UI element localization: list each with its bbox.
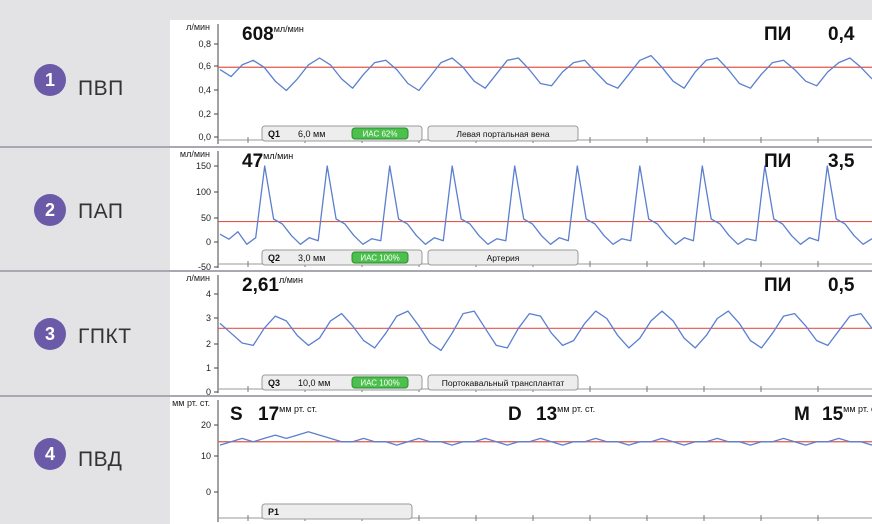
- y-tick-label: 4: [206, 289, 211, 299]
- y-tick-label: 0,6: [198, 61, 211, 71]
- pi-value: 0,4: [828, 24, 855, 45]
- vessel-button: [427, 374, 579, 391]
- y-tick-label: 100: [196, 187, 211, 197]
- row-number-badge: 4: [34, 438, 66, 470]
- vessel-name: Левая портальная вена: [456, 129, 549, 139]
- y-tick-label: 0,4: [198, 85, 211, 95]
- row-label-text: ПВП: [78, 77, 124, 100]
- row-label-text: ПАП: [78, 200, 124, 223]
- pi-value: 3,5: [828, 151, 855, 172]
- y-unit-label: л/мин: [186, 22, 210, 32]
- pi-label: ПИ: [764, 24, 791, 45]
- chart-separator: [170, 146, 872, 148]
- pi-label: ПИ: [764, 151, 791, 172]
- row-label-text: ГПКТ: [78, 325, 132, 348]
- flow-reading: 2,61л/мин: [242, 275, 303, 296]
- ias-value: ИАС 100%: [360, 254, 399, 263]
- row-number-badge: 1: [34, 64, 66, 96]
- y-tick-label: 2: [206, 339, 211, 349]
- pi-value: 0,5: [828, 275, 855, 296]
- y-tick-label: 10: [201, 451, 211, 461]
- vessel-button: [427, 249, 579, 266]
- y-tick-label: 1: [206, 363, 211, 373]
- vessel-name: Артерия: [487, 253, 520, 263]
- waveform-trace: [219, 310, 872, 352]
- vessel-button: [427, 125, 579, 142]
- probe-id: Q2: [268, 253, 280, 263]
- y-unit-label: мм рт. ст.: [172, 398, 210, 408]
- y-tick-label: 0,8: [198, 39, 211, 49]
- probe-diameter: 3,0 мм: [298, 253, 325, 263]
- y-tick-label: -50: [198, 262, 211, 272]
- flow-reading: 47мл/мин: [242, 151, 293, 172]
- probe-diameter: 10,0 мм: [298, 378, 330, 388]
- y-tick-label: 20: [201, 420, 211, 430]
- ias-indicator: [351, 376, 409, 389]
- diastolic-value: 13мм рт. ст.: [536, 404, 595, 425]
- diastolic-label: D: [508, 404, 522, 425]
- systolic-label: S: [230, 404, 243, 425]
- row-number-badge: 2: [34, 194, 66, 226]
- y-tick-label: 0: [206, 387, 211, 397]
- y-tick-label: 0,2: [198, 109, 211, 119]
- ias-value: ИАС 62%: [363, 130, 398, 139]
- chart-separator: [170, 270, 872, 272]
- mean-label: M: [794, 404, 810, 425]
- row-label-text: ПВД: [78, 448, 123, 471]
- ias-indicator: [351, 127, 409, 140]
- probe-id: P1: [268, 507, 279, 517]
- waveform-trace: [219, 54, 872, 92]
- vessel-name: Портокавальный трансплантат: [442, 378, 565, 388]
- y-tick-label: 50: [201, 213, 211, 223]
- y-tick-label: 0: [206, 487, 211, 497]
- monitor-charts: л/мин 0,8 0,6 0,4 0,2 0,0 Q1 6,0 мм ИАС 62% Левая…: [170, 20, 872, 524]
- probe-diameter: 6,0 мм: [298, 129, 325, 139]
- chart-separator: [170, 395, 872, 397]
- probe-id: Q1: [268, 129, 280, 139]
- probe-button: [261, 503, 413, 520]
- mean-value: 15мм рт. ст.: [822, 404, 872, 425]
- y-tick-label: 0,0: [198, 132, 211, 142]
- ias-indicator: [351, 251, 409, 264]
- flow-reading: 608мл/мин: [242, 24, 304, 45]
- row-number-badge: 3: [34, 318, 66, 350]
- pi-label: ПИ: [764, 275, 791, 296]
- y-tick-label: 3: [206, 313, 211, 323]
- ias-value: ИАС 100%: [360, 379, 399, 388]
- y-tick-label: 150: [196, 161, 211, 171]
- waveform-trace: [219, 431, 872, 446]
- y-unit-label: л/мин: [186, 273, 210, 283]
- waveform-trace: [219, 165, 872, 245]
- y-unit-label: мл/мин: [180, 149, 210, 159]
- systolic-value: 17мм рт. ст.: [258, 404, 317, 425]
- probe-id: Q3: [268, 378, 280, 388]
- y-tick-label: 0: [206, 237, 211, 247]
